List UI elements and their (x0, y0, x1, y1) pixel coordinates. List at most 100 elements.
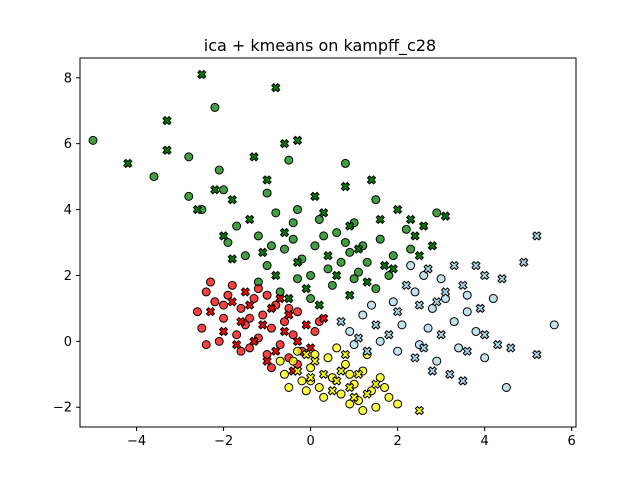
x-marker-point (271, 270, 281, 281)
circle-point (345, 326, 355, 336)
circle-point (501, 382, 511, 392)
x-tick-label: 6 (568, 434, 576, 449)
circle-point (393, 399, 403, 409)
x-marker-point (479, 270, 490, 281)
circle-point (393, 346, 403, 356)
x-marker-point (371, 379, 381, 389)
x-marker-point (262, 175, 272, 185)
circle-point (301, 386, 311, 396)
x-marker-point (353, 244, 364, 254)
circle-point (432, 208, 442, 218)
circle-point (336, 257, 346, 267)
circle-point (462, 307, 472, 317)
circle-point (340, 238, 350, 247)
circle-point (419, 270, 429, 280)
circle-point (488, 294, 498, 304)
x-marker-point (519, 257, 529, 267)
y-tick-label: 2 (64, 269, 72, 284)
circle-point (258, 310, 268, 320)
x-marker-point (262, 356, 272, 366)
x-marker-point (379, 260, 390, 271)
circle-point (184, 191, 194, 201)
circle-point (375, 234, 385, 244)
x-marker-point (162, 115, 172, 126)
x-marker-point (392, 306, 403, 317)
x-marker-point (244, 300, 255, 310)
x-marker-point (392, 204, 403, 215)
x-marker-point (349, 392, 359, 403)
circle-point (549, 320, 559, 330)
y-axis: −2 0 2 4 6 8 (53, 71, 80, 416)
x-marker-point (414, 300, 425, 310)
circle-point (454, 343, 464, 353)
circle-point (214, 165, 224, 175)
circle-point (206, 277, 216, 287)
x-marker-point (462, 346, 472, 356)
circle-point (323, 264, 333, 274)
circle-point (88, 135, 98, 145)
x-marker-point (323, 250, 333, 261)
circle-point (449, 317, 459, 327)
circle-point (371, 402, 381, 412)
circle-point (332, 343, 342, 353)
x-marker-point (362, 346, 372, 356)
circle-point (223, 238, 233, 247)
circle-point (436, 274, 446, 284)
circle-point (471, 326, 481, 336)
x-marker-point (192, 204, 203, 215)
x-marker-point (410, 353, 420, 363)
x-marker-point (492, 339, 503, 350)
x-marker-point (419, 343, 429, 353)
circle-point (358, 406, 368, 416)
circle-point (201, 287, 211, 297)
circle-point (349, 274, 359, 284)
circle-point (480, 353, 490, 363)
circle-point (253, 284, 263, 294)
circle-point (219, 300, 229, 310)
x-marker-point (275, 293, 285, 304)
circle-point (314, 382, 324, 392)
circle-point (340, 158, 350, 168)
x-marker-point (405, 214, 416, 225)
x-tick-label: 4 (480, 434, 488, 449)
circle-point (401, 224, 411, 234)
circle-point (197, 323, 207, 333)
x-axis: −4 −2 0 2 4 6 (127, 427, 576, 449)
x-marker-point (236, 316, 246, 327)
x-marker-point (227, 194, 237, 205)
y-tick-label: 4 (64, 203, 72, 218)
x-marker-point (345, 221, 355, 231)
x-marker-point (244, 214, 255, 225)
circle-point (358, 310, 368, 320)
circle-point (297, 376, 307, 386)
circle-point (375, 373, 385, 383)
x-marker-point (458, 376, 468, 386)
y-tick-label: 0 (64, 335, 72, 350)
x-marker-point (240, 287, 251, 297)
x-marker-point (497, 274, 507, 284)
y-tick-label: 6 (64, 137, 72, 152)
x-marker-point (227, 297, 237, 307)
circle-point (432, 356, 442, 366)
circle-point (406, 244, 416, 254)
x-marker-point (271, 346, 281, 356)
x-marker-point (432, 297, 442, 307)
x-marker-point (375, 214, 385, 225)
circle-point (388, 251, 398, 261)
circle-point (149, 172, 159, 182)
circle-point (306, 294, 316, 304)
circle-point (275, 356, 285, 366)
x-marker-point (279, 138, 290, 149)
circle-point (306, 270, 316, 280)
circle-point (232, 330, 242, 340)
x-marker-point (336, 366, 346, 376)
x-marker-point (249, 152, 259, 162)
circle-point (293, 346, 303, 356)
circle-point (240, 251, 250, 261)
circle-point (397, 320, 407, 330)
circle-point (423, 323, 433, 333)
circle-point (275, 340, 285, 350)
x-marker-point (123, 158, 133, 169)
x-marker-point (532, 349, 542, 360)
